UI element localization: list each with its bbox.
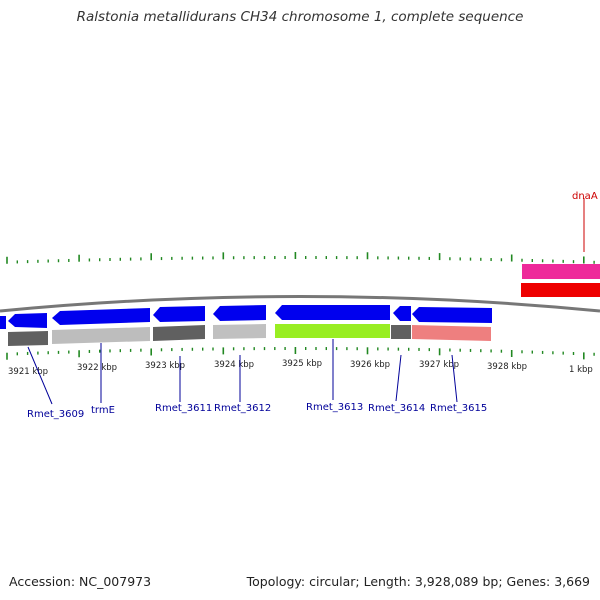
gene-label-rmet-3609[interactable]: Rmet_3609: [27, 409, 84, 420]
topology-label: Topology: circular; Length: 3,928,089 bp…: [246, 574, 590, 589]
dnaA-cog-bar: [522, 264, 600, 279]
lower-tick-track: [6, 347, 595, 360]
feature-bar-rmet-3614: [391, 325, 411, 339]
scale-label-3923: 3923 kbp: [145, 361, 185, 371]
gene-label-leaders: [27, 339, 458, 405]
gene-labels: Rmet_3609 trmE Rmet_3611 Rmet_3612 Rmet_…: [27, 402, 487, 420]
feature-bar-rmet-3613: [275, 324, 390, 338]
gene-arrow-rmet-3611: [153, 306, 205, 322]
feature-bar-rmet-3615: [412, 325, 491, 341]
gene-label-trmE[interactable]: trmE: [91, 405, 115, 416]
scale-label-3921: 3921 kbp: [8, 367, 48, 377]
feature-bar-track: [8, 324, 491, 346]
feature-bar-rmet-3612: [213, 324, 266, 339]
scale-label-3924: 3924 kbp: [214, 360, 254, 370]
gene-label-rmet-3613[interactable]: Rmet_3613: [306, 402, 363, 413]
upper-tick-track: [6, 252, 595, 264]
scale-label-3927: 3927 kbp: [419, 360, 459, 370]
feature-bar-rmet-3611: [153, 325, 205, 341]
feature-bar-rmet-3609: [8, 331, 48, 346]
dnaA-gene-bar: [521, 283, 600, 297]
map-title: Ralstonia metallidurans CH34 chromosome …: [76, 9, 524, 25]
scale-labels: 3921 kbp 3922 kbp 3923 kbp 3924 kbp 3925…: [8, 359, 593, 377]
chromosome-backbone: [0, 295, 600, 313]
dnaA-label: dnaA: [572, 191, 598, 202]
scale-label-3922: 3922 kbp: [77, 363, 117, 373]
scale-label-3928: 3928 kbp: [487, 362, 527, 372]
gene-arrow-rmet-3609: [8, 313, 47, 328]
gene-arrow-rmet-3613: [275, 305, 390, 320]
gene-label-rmet-3615[interactable]: Rmet_3615: [430, 403, 487, 414]
scale-label-1kbp: 1 kbp: [569, 365, 593, 375]
gene-label-rmet-3611[interactable]: Rmet_3611: [155, 403, 212, 414]
leader-rmet-3609: [27, 346, 53, 405]
scale-label-3925: 3925 kbp: [282, 359, 322, 369]
leader-rmet-3615: [451, 354, 458, 403]
gene-label-rmet-3614[interactable]: Rmet_3614: [368, 403, 425, 414]
gene-arrow-rmet-3612: [213, 305, 266, 321]
gene-arrow-trmE: [52, 308, 150, 325]
gene-arrow-rmet-3614: [393, 306, 411, 321]
gene-track: [0, 305, 492, 329]
leader-rmet-3614: [395, 354, 402, 402]
dnaA-gene-group[interactable]: dnaA: [521, 191, 600, 297]
gene-arrow-partial: [0, 316, 6, 329]
gene-label-rmet-3612[interactable]: Rmet_3612: [214, 403, 271, 414]
feature-bar-trmE: [52, 327, 150, 344]
scale-label-3926: 3926 kbp: [350, 360, 390, 370]
accession-label: Accession: NC_007973: [9, 574, 152, 589]
gene-arrow-rmet-3615: [412, 307, 492, 323]
